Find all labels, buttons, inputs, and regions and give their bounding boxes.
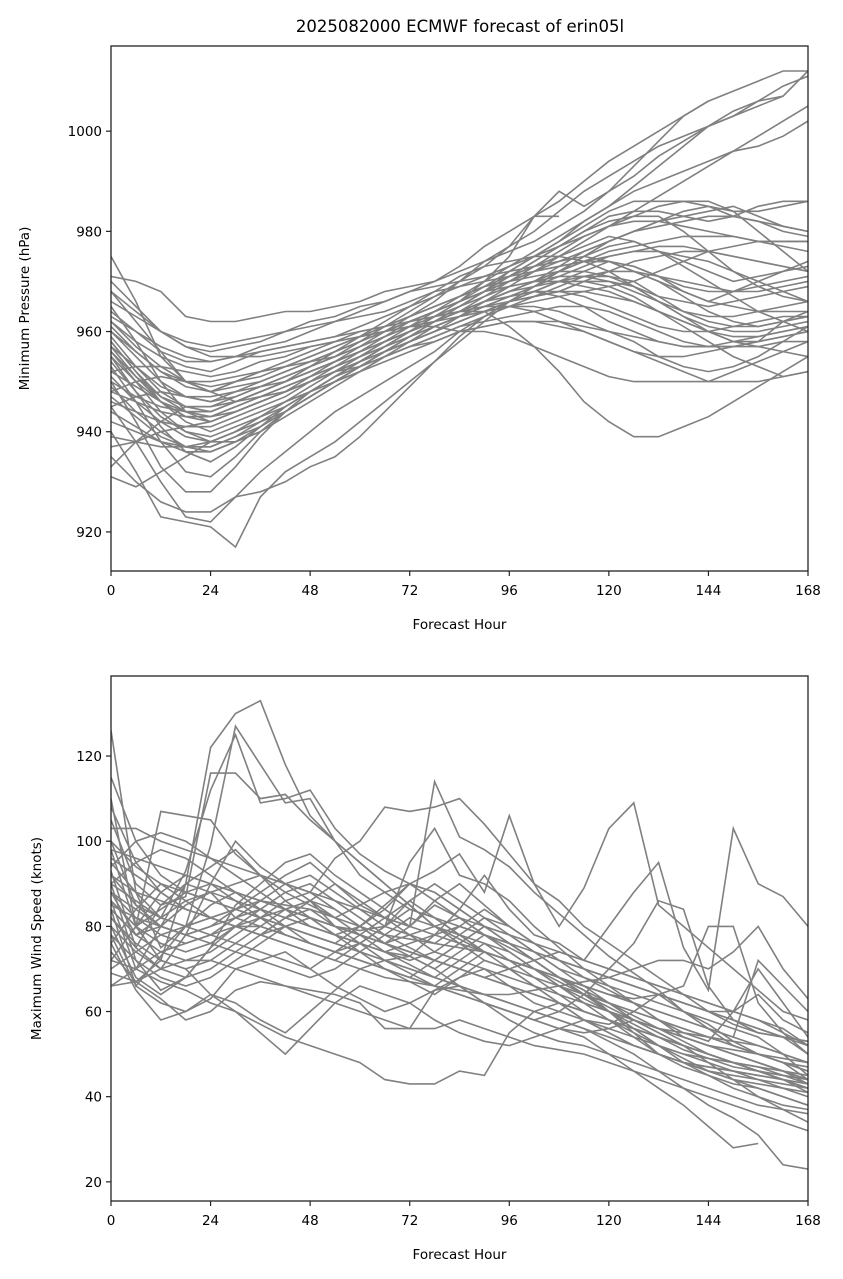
pressure-x-ticks: 0 24 48 72 96 120 144 168: [107, 571, 821, 599]
wind-x-tick-label: 144: [696, 1213, 722, 1229]
wind-member-line-m07: [111, 778, 808, 1072]
wind-x-tick-label: 168: [795, 1213, 821, 1229]
pressure-y-ticks: 920 940 960 980 1000: [68, 124, 111, 541]
wind-y-tick-label: 100: [76, 834, 102, 850]
wind-axes-frame: [110, 675, 809, 1202]
pressure-member-line-m45: [111, 280, 808, 408]
pressure-x-tick-label: 48: [302, 583, 319, 599]
pressure-x-tick-label: 0: [107, 583, 116, 599]
wind-x-ticks: 0 24 48 72 96 120 144 168: [107, 1201, 821, 1229]
pressure-member-line-m38: [111, 255, 808, 413]
wind-x-tick-label: 72: [401, 1213, 418, 1229]
pressure-member-line-m44: [111, 260, 808, 393]
wind-x-axis-label: Forecast Hour: [413, 1247, 507, 1263]
wind-y-ticks: 20 40 60 80 100 120: [76, 749, 111, 1191]
pressure-y-axis-label: Minimum Pressure (hPa): [17, 227, 33, 391]
pressure-x-tick-label: 96: [501, 583, 518, 599]
wind-member-line-m16: [111, 959, 808, 1111]
wind-member-line-m23: [111, 861, 808, 1043]
pressure-y-tick-label: 980: [76, 224, 102, 240]
wind-member-line-m42: [111, 874, 808, 1094]
wind-panel: 0 24 48 72 96 120 144 168 20 40 60 80 100 120 Foreca…: [29, 675, 821, 1263]
pressure-lines: [111, 70, 808, 549]
wind-x-tick-label: 24: [202, 1213, 219, 1229]
pressure-x-tick-label: 144: [696, 583, 722, 599]
wind-member-line-m12: [111, 925, 808, 1000]
wind-member-line-m39: [111, 882, 808, 1034]
pressure-panel: 0 24 48 72 96 120 144 168 920 940 960 980 1000 Fore…: [17, 45, 821, 633]
pressure-y-tick-label: 940: [76, 425, 102, 441]
pressure-member-line-m37: [111, 215, 808, 383]
pressure-member-line-m36: [111, 200, 808, 363]
pressure-member-line-m13: [111, 240, 808, 549]
wind-member-line-m29: [111, 916, 808, 1098]
wind-x-tick-label: 96: [501, 1213, 518, 1229]
wind-y-tick-label: 40: [85, 1090, 102, 1106]
wind-y-tick-label: 80: [85, 919, 102, 935]
wind-y-tick-label: 120: [76, 749, 102, 765]
wind-member-line-m10: [111, 891, 808, 1055]
pressure-member-line-m42: [111, 275, 808, 418]
pressure-member-line-m24: [111, 255, 808, 353]
wind-y-tick-label: 60: [85, 1005, 102, 1021]
wind-x-tick-label: 120: [596, 1213, 622, 1229]
pressure-x-tick-label: 168: [795, 583, 821, 599]
pressure-y-tick-label: 960: [76, 325, 102, 341]
pressure-x-tick-label: 72: [401, 583, 418, 599]
wind-x-tick-label: 48: [302, 1213, 319, 1229]
pressure-member-line-m02: [111, 70, 808, 323]
pressure-y-tick-label: 1000: [68, 124, 102, 140]
pressure-axes-frame: [110, 45, 809, 572]
pressure-member-line-m25: [111, 235, 808, 388]
wind-x-tick-label: 0: [107, 1213, 116, 1229]
pressure-y-tick-label: 920: [76, 525, 102, 541]
wind-y-axis-label: Maximum Wind Speed (knots): [29, 837, 45, 1040]
wind-lines: [111, 699, 808, 1170]
wind-y-tick-label: 20: [85, 1175, 102, 1191]
pressure-member-line-m35: [111, 320, 808, 448]
pressure-x-axis-label: Forecast Hour: [413, 617, 507, 633]
pressure-x-tick-label: 24: [202, 583, 219, 599]
wind-member-line-m40: [111, 891, 808, 1047]
pressure-x-tick-label: 120: [596, 583, 622, 599]
wind-member-line-m05: [111, 797, 808, 1043]
wind-member-line-m44: [111, 777, 808, 1085]
chart-title: 2025082000 ECMWF forecast of erin05l: [296, 17, 624, 36]
pressure-member-line-m33: [111, 305, 808, 448]
wind-member-line-m43: [111, 806, 808, 1089]
